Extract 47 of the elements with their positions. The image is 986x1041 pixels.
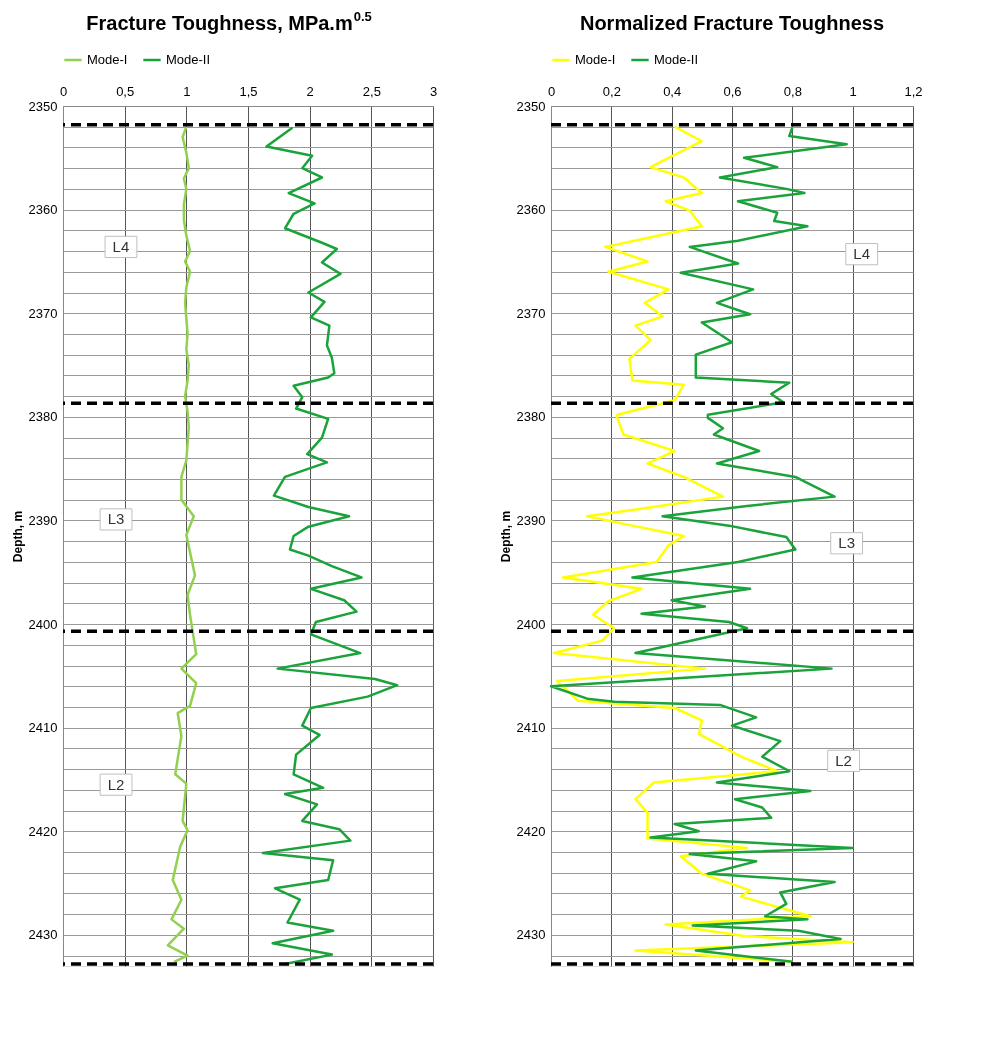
y-tick-label: 2420 (28, 823, 58, 839)
y-tick-label: 2350 (516, 98, 546, 114)
x-tick-label: 1 (183, 83, 191, 99)
x-tick-label: 1 (849, 83, 857, 99)
y-tick-label: 2410 (28, 720, 58, 736)
y-tick-label: 2380 (28, 409, 58, 425)
annotation: L4 (112, 237, 130, 255)
y-tick-label: 2400 (28, 616, 58, 632)
x-tick-label: 3 (429, 83, 438, 99)
x-tick-label: 2,5 (362, 83, 381, 99)
y-axis-title: Depth, m (10, 510, 25, 563)
y-tick-label: 2410 (516, 720, 546, 736)
annotation: L4 (853, 245, 871, 263)
y-tick-label: 2370 (516, 305, 546, 321)
annotation: L3 (838, 534, 855, 552)
annotation: L2 (835, 751, 852, 769)
x-tick-label: 0,5 (116, 83, 135, 99)
line-series (261, 126, 399, 966)
x-tick-label: 0,2 (602, 83, 621, 99)
legend-label: Mode-II (654, 52, 699, 67)
legend-label: Mode-I (87, 52, 128, 67)
x-tick-label: 2 (306, 83, 314, 99)
annotation: L2 (107, 775, 125, 793)
x-tick-label: 0,4 (663, 83, 682, 99)
line-series (166, 125, 198, 964)
y-tick-label: 2370 (28, 305, 58, 321)
y-tick-label: 2360 (516, 202, 546, 218)
y-tick-label: 2390 (28, 512, 58, 528)
legend-label: Mode-I (575, 52, 616, 67)
chart-title: Normalized Fracture Toughness (579, 12, 885, 34)
x-tick-label: 0,6 (723, 83, 742, 99)
y-tick-label: 2430 (28, 927, 58, 943)
y-tick-label: 2430 (516, 927, 546, 943)
x-tick-label: 1,5 (239, 83, 258, 99)
x-tick-label: 0,8 (783, 83, 802, 99)
y-tick-label: 2420 (516, 823, 546, 839)
y-tick-label: 2400 (516, 616, 546, 632)
legend-label: Mode-II (166, 52, 211, 67)
y-tick-label: 2350 (28, 98, 58, 114)
y-tick-label: 2380 (516, 409, 546, 425)
annotation: L3 (107, 510, 125, 528)
x-tick-label: 0 (59, 83, 68, 99)
y-tick-label: 2390 (516, 512, 546, 528)
y-tick-label: 2360 (28, 202, 58, 218)
x-tick-label: 0 (547, 83, 556, 99)
y-axis-title: Depth, m (498, 510, 513, 563)
x-tick-label: 1,2 (904, 83, 923, 99)
